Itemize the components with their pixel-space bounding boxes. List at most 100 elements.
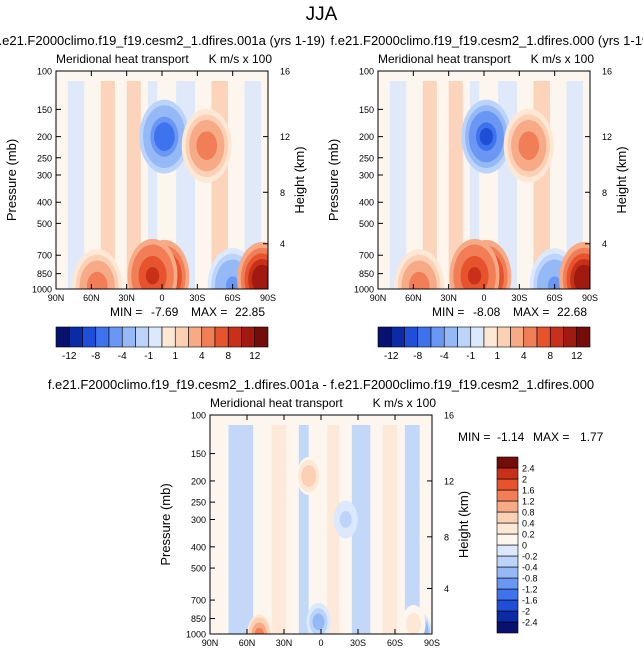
colorbar-swatch xyxy=(148,326,163,348)
colorbar-swatch xyxy=(523,326,538,348)
x-tick-label: 60N xyxy=(405,293,422,303)
colorbar-label: -12 xyxy=(384,351,399,362)
heatmap-band xyxy=(244,81,261,289)
heatmap-band xyxy=(448,81,463,289)
page-title: JJA xyxy=(305,4,338,25)
y-tick-label: 400 xyxy=(191,542,206,552)
max-label: MAX = xyxy=(191,305,227,319)
chart-panel-3: f.e21.F2000climo.f19_f19.cesm2_1.dfires.… xyxy=(48,377,604,648)
heatmap-contour xyxy=(479,127,494,146)
colorbar-swatch xyxy=(201,326,216,348)
colorbar-swatch xyxy=(135,326,150,348)
heatmap-band xyxy=(228,425,254,634)
colorbar-swatch xyxy=(496,489,519,502)
y-tick-label: 150 xyxy=(359,105,374,115)
colorbar-swatch xyxy=(404,326,419,348)
x-tick-label: 90N xyxy=(370,293,387,303)
heatmap-band xyxy=(351,425,371,634)
x-tick-label: 30S xyxy=(511,293,527,303)
heatmap-contour xyxy=(522,136,536,155)
y-tick-label: 200 xyxy=(191,476,206,486)
colorbar-label: -4 xyxy=(440,351,449,362)
heatmap-contour xyxy=(157,127,172,146)
x-tick-label: 60N xyxy=(239,638,256,648)
heatmap-contour xyxy=(548,276,562,289)
heatmap-band xyxy=(389,81,407,289)
colorbar-swatch xyxy=(496,555,519,568)
y-tick-label: 400 xyxy=(37,198,52,208)
y-right-tick-label: 12 xyxy=(280,132,290,142)
y-tick-label: 850 xyxy=(191,614,206,624)
colorbar-swatch xyxy=(496,326,511,348)
heatmap-contour xyxy=(200,136,214,155)
heatmap-contour xyxy=(341,513,351,526)
colorbar-swatch xyxy=(496,522,519,535)
colorbar-swatch xyxy=(496,456,519,469)
y-tick-label: 300 xyxy=(191,515,206,525)
chart-panel-2: f.e21.F2000climo.f19_f19.cesm2_1.dfires.… xyxy=(326,33,643,319)
y-tick-label: 100 xyxy=(191,411,206,421)
heatmap-contour xyxy=(409,618,418,630)
y-tick-label: 150 xyxy=(37,105,52,115)
x-tick-label: 90S xyxy=(260,293,276,303)
y-axis-title: Pressure (mb) xyxy=(326,139,341,221)
y-tick-label: 250 xyxy=(37,153,52,163)
heatmap-contour xyxy=(304,470,314,482)
x-tick-label: 30N xyxy=(440,293,457,303)
colorbar-swatch xyxy=(161,326,176,348)
colorbar-label: 1 xyxy=(172,351,178,362)
min-label: MIN = xyxy=(458,430,490,444)
max-label: MAX = xyxy=(533,430,569,444)
panel-title: f.e21.F2000climo.f19_f19.cesm2_1.dfires.… xyxy=(0,33,325,48)
chart-panel-1: f.e21.F2000climo.f19_f19.cesm2_1.dfires.… xyxy=(0,33,325,319)
colorbar-swatch xyxy=(496,467,519,480)
y-right-tick-label: 4 xyxy=(444,584,449,594)
y-tick-label: 300 xyxy=(37,171,52,181)
y-right-tick-label: 4 xyxy=(280,239,285,249)
heatmap-contour xyxy=(254,627,264,634)
colorbar-label: -1 xyxy=(466,351,475,362)
min-value: -7.69 xyxy=(151,305,179,319)
heatmap-contour xyxy=(467,267,482,285)
heatmap-band xyxy=(147,81,158,289)
y-right-tick-label: 16 xyxy=(280,67,290,77)
colorbar-label: -1 xyxy=(144,351,153,362)
y-tick-label: 300 xyxy=(359,171,374,181)
x-tick-label: 60S xyxy=(547,293,563,303)
y-tick-label: 100 xyxy=(359,67,374,77)
min-label: MIN = xyxy=(432,305,464,319)
x-tick-label: 0 xyxy=(159,293,164,303)
y-tick-label: 700 xyxy=(37,251,52,261)
y-tick-label: 400 xyxy=(359,198,374,208)
colorbar-swatch xyxy=(430,326,445,348)
x-tick-label: 90N xyxy=(48,293,65,303)
colorbar-swatch xyxy=(496,610,519,623)
x-tick-label: 60S xyxy=(387,638,403,648)
colorbar-swatch xyxy=(121,326,136,348)
min-value: -1.14 xyxy=(497,430,525,444)
x-tick-label: 30N xyxy=(118,293,135,303)
heatmap-contour xyxy=(314,616,324,628)
colorbar-label: 0.8 xyxy=(522,508,535,518)
colorbar-swatch xyxy=(241,326,256,348)
heatmap-contour xyxy=(255,270,268,288)
x-tick-label: 60S xyxy=(225,293,241,303)
heatmap-contour xyxy=(412,277,426,289)
max-label: MAX = xyxy=(513,305,549,319)
colorbar-swatch xyxy=(496,566,519,579)
colorbar-swatch xyxy=(214,326,229,348)
colorbar-swatch xyxy=(188,326,203,348)
heatmap-contour xyxy=(145,267,160,285)
y-right-axis-title: Height (km) xyxy=(614,146,629,213)
colorbar-swatch xyxy=(470,326,485,348)
colorbar-swatch xyxy=(483,326,498,348)
y-tick-label: 700 xyxy=(191,596,206,606)
colorbar-swatch xyxy=(417,326,432,348)
colorbar-label: 12 xyxy=(249,351,261,362)
x-tick-label: 90S xyxy=(424,638,440,648)
colorbar-label: 0.2 xyxy=(522,530,535,540)
y-tick-label: 250 xyxy=(359,153,374,163)
y-tick-label: 1000 xyxy=(32,285,52,295)
colorbar-swatch xyxy=(496,500,519,513)
y-tick-label: 500 xyxy=(359,219,374,229)
